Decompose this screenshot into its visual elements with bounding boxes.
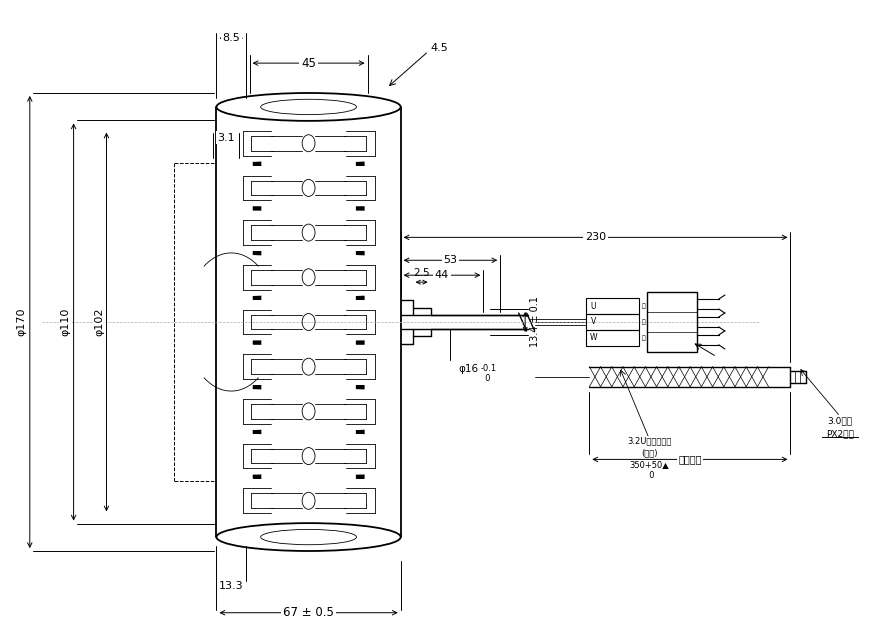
Text: 67 ± 0.5: 67 ± 0.5 [284, 606, 334, 620]
Bar [587, 298, 639, 314]
Text: 44: 44 [435, 270, 449, 280]
Text: 53: 53 [444, 256, 457, 265]
Text: φ102: φ102 [95, 308, 105, 336]
Text: 3.0端子: 3.0端子 [828, 417, 853, 426]
Text: 2.5: 2.5 [413, 268, 430, 278]
Text: PX2插头: PX2插头 [827, 429, 854, 438]
Text: 绿: 绿 [642, 319, 646, 325]
Text: 黄: 黄 [642, 303, 646, 309]
Text: 0: 0 [644, 471, 655, 480]
Bar [647, 292, 697, 352]
Text: 350+50▲: 350+50▲ [629, 460, 669, 469]
Text: φ110: φ110 [60, 308, 71, 336]
Text: 引线长度: 引线长度 [678, 455, 702, 464]
Text: 13.3: 13.3 [219, 581, 244, 591]
Bar [587, 330, 639, 346]
Text: 13.4 ± 0.1: 13.4 ± 0.1 [530, 297, 540, 347]
Text: 3.2U预绕线端子: 3.2U预绕线端子 [627, 437, 672, 446]
Text: 45: 45 [301, 56, 316, 69]
Text: 8.5: 8.5 [222, 33, 240, 43]
Text: 蓝: 蓝 [642, 335, 646, 341]
Text: 4.5: 4.5 [431, 43, 448, 53]
Text: φ16: φ16 [458, 364, 478, 374]
Text: 3.1: 3.1 [218, 133, 235, 143]
Text: U: U [591, 302, 596, 311]
Text: V: V [591, 318, 596, 327]
Text: W: W [589, 333, 597, 342]
Text: 230: 230 [585, 232, 606, 243]
Bar [587, 314, 639, 330]
Text: -0.1: -0.1 [480, 364, 496, 373]
Text: 0: 0 [480, 374, 491, 383]
Text: φ170: φ170 [17, 308, 27, 336]
Text: (青色): (青色) [641, 449, 657, 458]
